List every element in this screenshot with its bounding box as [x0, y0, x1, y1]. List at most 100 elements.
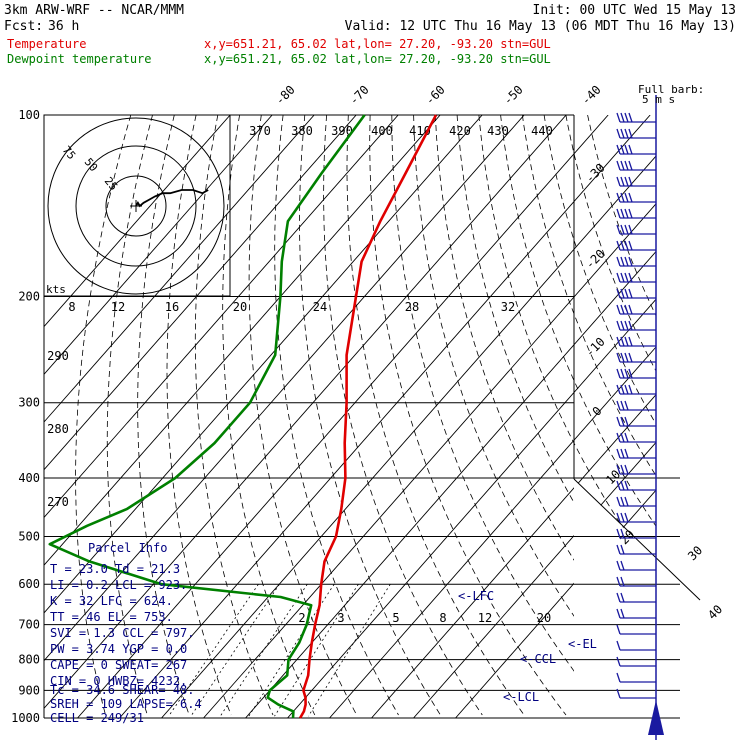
wind-barb-feather [616, 208, 621, 219]
fcst-label: Fcst: [4, 19, 43, 34]
barb-legend-line2: 5 m s [642, 93, 675, 106]
wind-barb-feather [628, 384, 633, 395]
theta-label: 420 [449, 124, 471, 138]
hodograph-trace [135, 189, 209, 208]
mixing-ratio-line [308, 583, 391, 717]
wind-barb-feather [620, 272, 625, 283]
parcel-info-row: CELL = 249/31 [50, 711, 144, 725]
isotherm-label: -40 [579, 83, 604, 108]
pressure-label: 600 [18, 577, 40, 591]
wind-barb-feather [620, 256, 625, 267]
wind-barb-feather [628, 176, 633, 187]
wind-barb-feather [616, 656, 621, 667]
mixing-ratio-label: 2 [298, 611, 305, 625]
wind-barb-feather [624, 432, 629, 443]
wind-barb-feather [616, 224, 621, 235]
mixing-ratio-line [219, 583, 308, 717]
theta-label: 280 [47, 422, 69, 436]
theta-label: 290 [47, 349, 69, 363]
mixing-ratio-label: 8 [439, 611, 446, 625]
lfc-marker: <-LFC [458, 589, 494, 603]
wind-barb-feather [620, 528, 625, 539]
profile-temperature [298, 114, 438, 719]
dry-adiabat [587, 115, 656, 716]
wind-barb-feather [624, 448, 629, 459]
parcel-info-row: SREH = 109 LAPSE= 6.4 [50, 697, 202, 711]
hodograph-trace-group [135, 189, 209, 208]
wind-barb-feather [624, 320, 629, 331]
wind-barb-feather [616, 368, 621, 379]
pressure-label: 300 [18, 396, 40, 410]
isotherm-line [44, 115, 273, 718]
skew-boundary [573, 478, 701, 601]
wind-barb-feather [620, 224, 625, 235]
dry-adiabat [299, 115, 441, 716]
wind-barb-feather [620, 144, 625, 155]
isotherm-line [44, 115, 231, 718]
wind-barb-feather [616, 304, 621, 315]
wind-barb-feather [616, 336, 621, 347]
wind-barb-feather [620, 368, 625, 379]
wind-barb-feather [620, 480, 625, 491]
wind-barb-feather [616, 560, 621, 571]
parcel-info-panel: Parcel Info T = 23.0 Td = 21.3 LI = 0.2 … [50, 541, 202, 725]
wind-barb-feather [620, 608, 625, 619]
wind-barb-feather [624, 160, 629, 171]
hodograph-ring-75 [47, 117, 225, 295]
wind-barb-feather [628, 368, 633, 379]
wind-barb-feather [624, 336, 629, 347]
wind-barb-feather [620, 464, 625, 475]
wind-barb-feather [620, 160, 625, 171]
wind-barb-feather [624, 304, 629, 315]
parcel-info-title: Parcel Info [88, 541, 167, 555]
wind-barb-feather [628, 288, 633, 299]
wind-barb-feather [628, 304, 633, 315]
hodograph-ring-label: 50 [82, 156, 100, 175]
wind-barb-feather [628, 144, 633, 155]
wind-barb-feather [620, 128, 625, 139]
wind-barb-feather [616, 352, 621, 363]
barb-legend-line1: Full barb: [638, 83, 704, 96]
theta-label: 440 [531, 124, 553, 138]
wind-barb-feather [620, 112, 625, 123]
parcel-info-row: Tc = 34.6 SHEAR= 48. [50, 683, 195, 697]
theta-label: 400 [371, 124, 393, 138]
legend-dewpoint-info: x,y=651.21, 65.02 lat,lon= 27.20, -93.20… [204, 52, 551, 66]
isotherm-label: 30 [685, 543, 705, 563]
speed-label: 20 [233, 300, 247, 314]
wind-barb-feather [616, 576, 621, 587]
wind-barb-feather [620, 240, 625, 251]
wind-barb-feather [620, 592, 625, 603]
el-marker: <-EL [568, 637, 597, 651]
wind-barb-feather [620, 384, 625, 395]
wind-barb-feather [620, 304, 625, 315]
wind-barb-feather [620, 208, 625, 219]
mixing-ratio-label: 20 [537, 611, 551, 625]
mixing-ratio-line [168, 583, 259, 717]
isotherm-line [44, 115, 567, 718]
pressure-label: 800 [18, 653, 40, 667]
wind-barb-feather [624, 112, 629, 123]
wind-barb-feather [624, 368, 629, 379]
parcel-info-row: K = 32 LFC = 624. [50, 594, 173, 608]
wind-barb-feather [616, 544, 621, 555]
wind-barb-feather [628, 240, 633, 251]
wind-barb-feather [624, 288, 629, 299]
wind-barb-feather [628, 256, 633, 267]
wind-barb-feather [616, 256, 621, 267]
wind-barb-feather [624, 128, 629, 139]
isotherm-line [287, 115, 656, 718]
dry-adiabat [166, 115, 232, 716]
wind-barb-feather [616, 272, 621, 283]
isotherm-line [44, 115, 315, 718]
parcel-info-row: CAPE = 0 SWEAT= 267 [50, 658, 187, 672]
wind-barb-feather [628, 112, 633, 123]
wind-barb-feather [620, 512, 625, 523]
surface-wind-barb [648, 700, 664, 735]
wind-barb-feather [628, 352, 633, 363]
dry-adiabat [222, 115, 316, 716]
wind-barb-feather [624, 480, 629, 491]
isotherm-line [203, 115, 656, 718]
wind-barb-feather [628, 128, 633, 139]
